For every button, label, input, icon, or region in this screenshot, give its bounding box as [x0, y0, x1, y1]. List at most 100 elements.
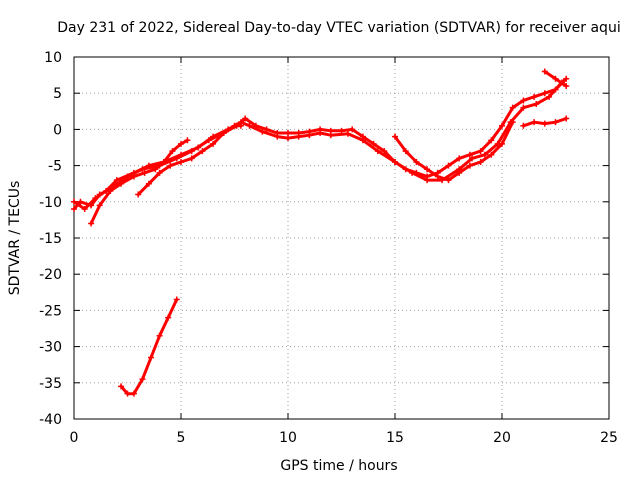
data-point — [374, 148, 381, 155]
y-tick-label: -30 — [39, 340, 62, 356]
x-tick-label: 20 — [493, 430, 511, 446]
series-afternoon-branch — [393, 120, 515, 182]
data-point — [77, 198, 84, 205]
y-tick-label: -35 — [39, 376, 62, 392]
data-point — [165, 314, 172, 321]
data-point — [71, 206, 77, 213]
data-point — [434, 173, 441, 180]
x-tick-label: 15 — [386, 430, 404, 446]
tick-labels: 0 5 10 15 20 25 10 5 0 -5 -10 -15 -20 -25 -30 -35 -40 — [39, 50, 618, 446]
y-tick-label: -10 — [39, 195, 62, 211]
data-point — [477, 158, 484, 165]
data-point — [259, 128, 266, 135]
data-point — [327, 132, 334, 139]
data-point — [541, 68, 548, 75]
data-point — [246, 122, 253, 129]
data-point — [274, 133, 281, 140]
data-point — [71, 198, 77, 205]
data-point — [531, 119, 538, 126]
data-point — [552, 75, 559, 82]
data-point — [424, 166, 431, 173]
data-point — [130, 173, 137, 180]
series-main-lower — [72, 80, 564, 211]
data-point — [195, 144, 202, 151]
data-point — [541, 90, 548, 97]
data-point — [546, 93, 553, 100]
data-point — [285, 130, 291, 137]
data-point — [285, 135, 291, 142]
data-point — [145, 162, 152, 169]
data-point — [178, 151, 184, 158]
y-tick-label: 10 — [44, 50, 62, 66]
data-point — [81, 206, 88, 213]
data-point — [520, 97, 527, 104]
data-point — [107, 187, 114, 194]
data-point — [481, 151, 488, 158]
data-point — [160, 158, 167, 165]
data-point — [402, 148, 409, 155]
data-point — [466, 151, 473, 158]
data-point — [156, 169, 163, 176]
data-point — [263, 126, 270, 133]
data-point — [152, 166, 159, 173]
grid-lines — [74, 57, 609, 419]
x-axis-label: GPS time / hours — [280, 458, 397, 474]
data-point — [349, 126, 356, 133]
series-main-upper — [72, 77, 568, 211]
y-axis-label: SDTVAR / TECUs — [7, 181, 23, 296]
data-point — [184, 137, 191, 144]
data-point — [130, 390, 137, 397]
data-point — [113, 177, 120, 184]
data-point — [237, 122, 244, 129]
x-tick-label: 5 — [177, 430, 186, 446]
y-tick-label: 0 — [53, 122, 62, 138]
y-tick-label: -20 — [39, 267, 62, 283]
data-point — [499, 122, 505, 129]
data-point — [469, 155, 476, 162]
data-point — [509, 104, 516, 111]
data-point — [178, 158, 184, 165]
data-point — [141, 169, 148, 176]
data-point — [135, 191, 142, 198]
data-point — [344, 130, 351, 137]
data-point — [392, 133, 398, 140]
data-point — [242, 115, 249, 122]
series-early-outlier — [119, 298, 179, 396]
data-point — [392, 158, 398, 165]
x-tick-label: 25 — [600, 430, 618, 446]
data-point — [199, 148, 206, 155]
data-point — [445, 162, 452, 169]
data-point — [488, 151, 495, 158]
data-point — [541, 120, 548, 127]
data-point — [156, 332, 163, 339]
data-point — [381, 148, 388, 155]
chart-title: Day 231 of 2022, Sidereal Day-to-day VTE… — [57, 20, 620, 36]
x-tick-label: 10 — [279, 430, 297, 446]
data-point — [188, 155, 195, 162]
data-point — [173, 296, 180, 303]
data-point — [509, 119, 516, 126]
data-point — [118, 180, 125, 187]
y-tick-label: -40 — [39, 412, 62, 428]
data-point — [148, 354, 155, 361]
y-tick-label: -5 — [48, 159, 62, 175]
data-point — [531, 93, 538, 100]
series-mid-branch — [136, 124, 243, 197]
data-point — [413, 158, 420, 165]
data-point — [520, 104, 527, 111]
data-point — [169, 148, 176, 155]
y-tick-label: -25 — [39, 303, 62, 319]
data-point — [231, 122, 238, 129]
data-point — [139, 376, 146, 383]
data-point — [220, 130, 227, 137]
x-tick-label: 0 — [70, 430, 79, 446]
data-point — [92, 195, 99, 202]
data-point — [210, 140, 217, 147]
data-point — [96, 202, 103, 209]
y-tick-label: -15 — [39, 231, 62, 247]
data-point — [520, 122, 527, 129]
data-point — [488, 137, 495, 144]
data-point — [563, 75, 570, 82]
data-point — [88, 220, 95, 227]
data-point — [306, 132, 313, 139]
